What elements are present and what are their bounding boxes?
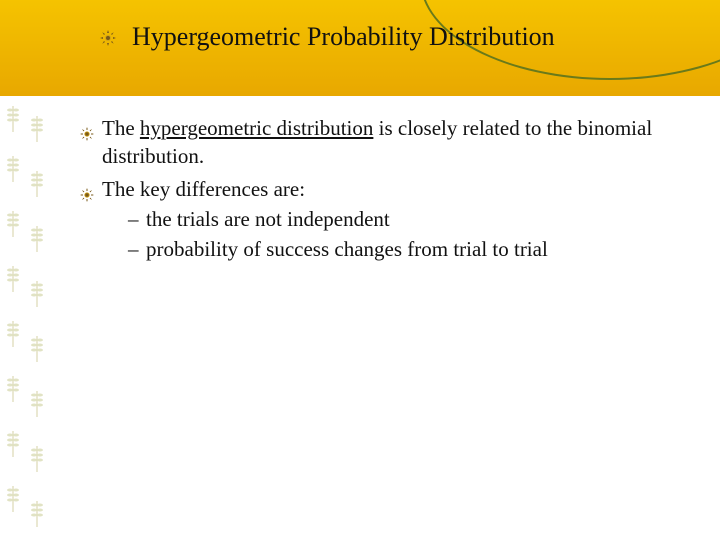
dash-icon: – [128,235,146,263]
bullet-item: The hypergeometric distribution is close… [80,114,680,171]
sub-text: probability of success changes from tria… [146,235,680,263]
sun-icon [80,114,102,148]
sub-item: – probability of success changes from tr… [102,235,680,263]
sub-item: – the trials are not independent [102,205,680,233]
text-pre: The [102,116,140,140]
sun-icon [100,30,116,46]
bullet-text: The hypergeometric distribution is close… [102,114,680,171]
page-title: Hypergeometric Probability Distribution [132,22,555,52]
left-decorative-pattern [0,96,58,540]
text-pre: The key differences are: [102,177,305,201]
slide: Hypergeometric Probability Distribution [0,0,720,540]
sub-text: the trials are not independent [146,205,680,233]
content-area: The hypergeometric distribution is close… [80,114,680,268]
bullet-text: The key differences are: – the trials ar… [102,175,680,264]
dash-icon: – [128,205,146,233]
bullet-item: The key differences are: – the trials ar… [80,175,680,264]
sun-icon [80,175,102,209]
text-underlined: hypergeometric distribution [140,116,373,140]
